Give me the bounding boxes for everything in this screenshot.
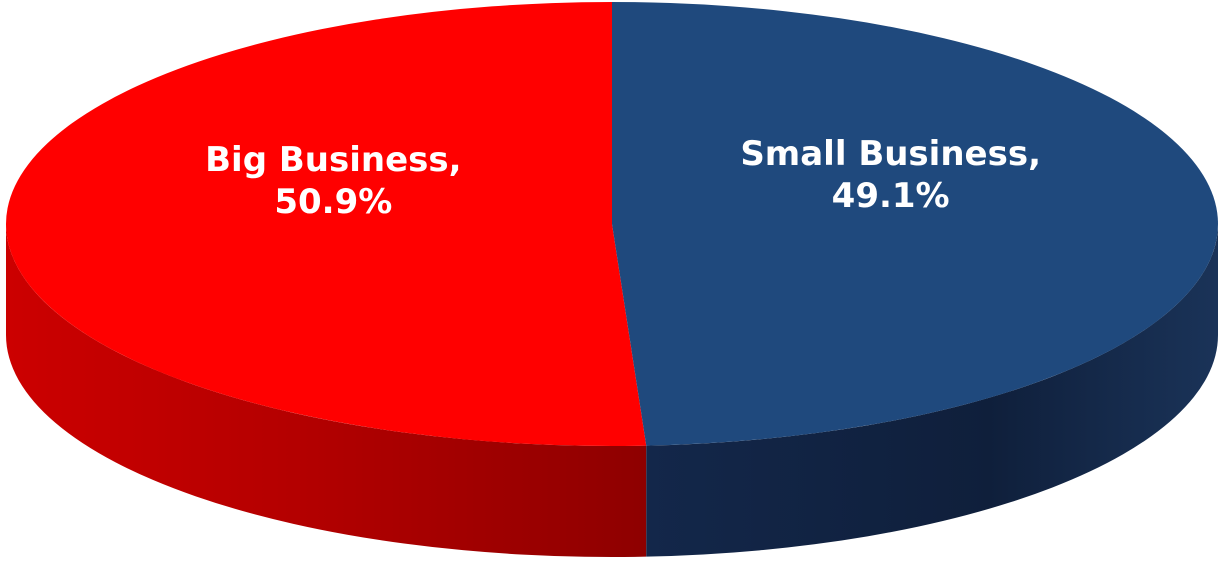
pie-slice-big-business <box>5 2 647 446</box>
pie-side-big-business <box>6 224 647 557</box>
pie-side-small-business <box>646 224 1218 557</box>
pie-slice-small-business <box>612 2 1218 446</box>
pie-top-faces <box>5 2 1218 446</box>
pie-side-walls <box>6 224 1218 557</box>
data-label-small-business: Small Business, 49.1% <box>740 134 1041 216</box>
pie-labels: Big Business, 50.9% Small Business, 49.1% <box>205 134 1041 222</box>
data-label-big-business: Big Business, 50.9% <box>205 140 461 222</box>
